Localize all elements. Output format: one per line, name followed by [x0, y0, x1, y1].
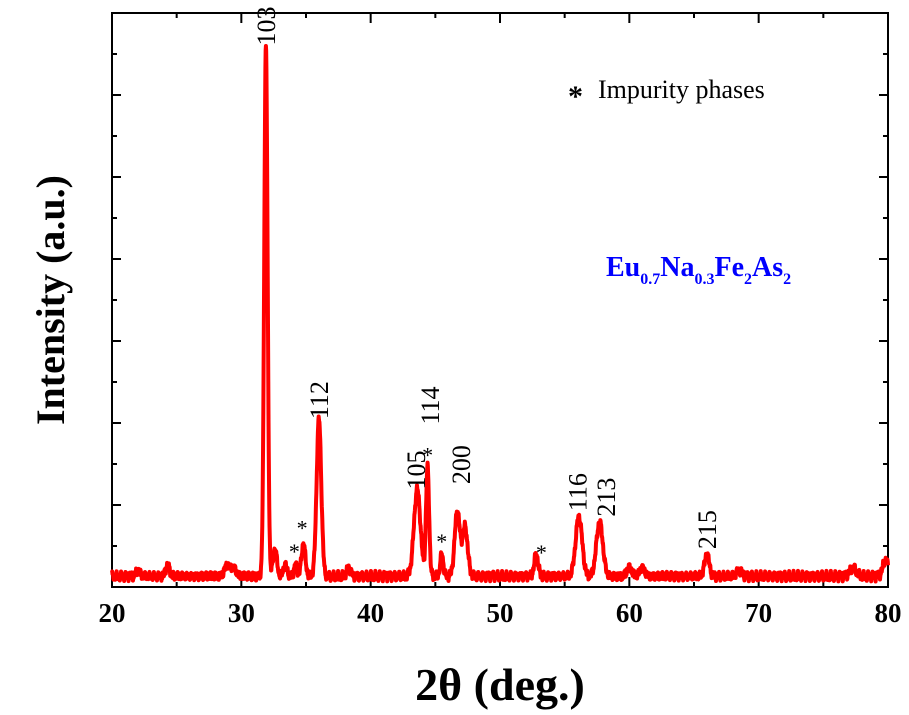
- formula-element: Na: [660, 252, 694, 283]
- x-tick-label: 30: [228, 598, 255, 628]
- formula-element: Fe: [714, 252, 744, 283]
- x-tick-labels: 20 30 40 50 60 70 80: [99, 598, 902, 628]
- peak-label: 105: [402, 451, 431, 490]
- y-axis-title: Intensity (a.u.): [28, 175, 73, 425]
- peak-label: 112: [305, 381, 334, 419]
- impurity-star-marker: *: [422, 442, 433, 467]
- formula-subscript: 0.7: [640, 271, 660, 288]
- x-tick-label: 80: [875, 598, 902, 628]
- impurity-markers: **** *: [289, 442, 547, 564]
- axis-ticks: [111, 13, 889, 587]
- formula-subscript: 2: [744, 271, 752, 288]
- formula-subscript: 0.3: [694, 271, 714, 288]
- impurity-star-marker: *: [297, 516, 308, 541]
- impurity-star-marker: *: [536, 540, 547, 565]
- legend-label: Impurity phases: [598, 75, 765, 104]
- formula-subscript: 2: [783, 271, 791, 288]
- peak-label: 200: [447, 445, 476, 484]
- legend-star: *: [568, 80, 583, 113]
- plot-frame: [111, 12, 889, 588]
- formula-element: As: [752, 252, 783, 283]
- x-tick-label: 60: [616, 598, 643, 628]
- x-tick-label: 20: [99, 598, 126, 628]
- impurity-star-marker: *: [289, 539, 300, 564]
- formula-element: Eu: [606, 252, 640, 283]
- impurity-star-marker: *: [436, 529, 447, 554]
- x-tick-label: 40: [357, 598, 384, 628]
- x-axis-title: 2θ (deg.): [415, 659, 585, 710]
- peak-label: 103: [252, 7, 281, 46]
- peak-label: 213: [592, 478, 621, 517]
- x-tick-label: 70: [745, 598, 772, 628]
- xrd-pattern-line: [110, 43, 890, 584]
- x-tick-label: 50: [487, 598, 514, 628]
- peak-label: 114: [416, 386, 445, 424]
- peak-label: 215: [693, 510, 722, 549]
- peak-label: 116: [564, 473, 593, 511]
- sample-formula: Eu0.7Na0.3Fe2As2: [606, 252, 791, 288]
